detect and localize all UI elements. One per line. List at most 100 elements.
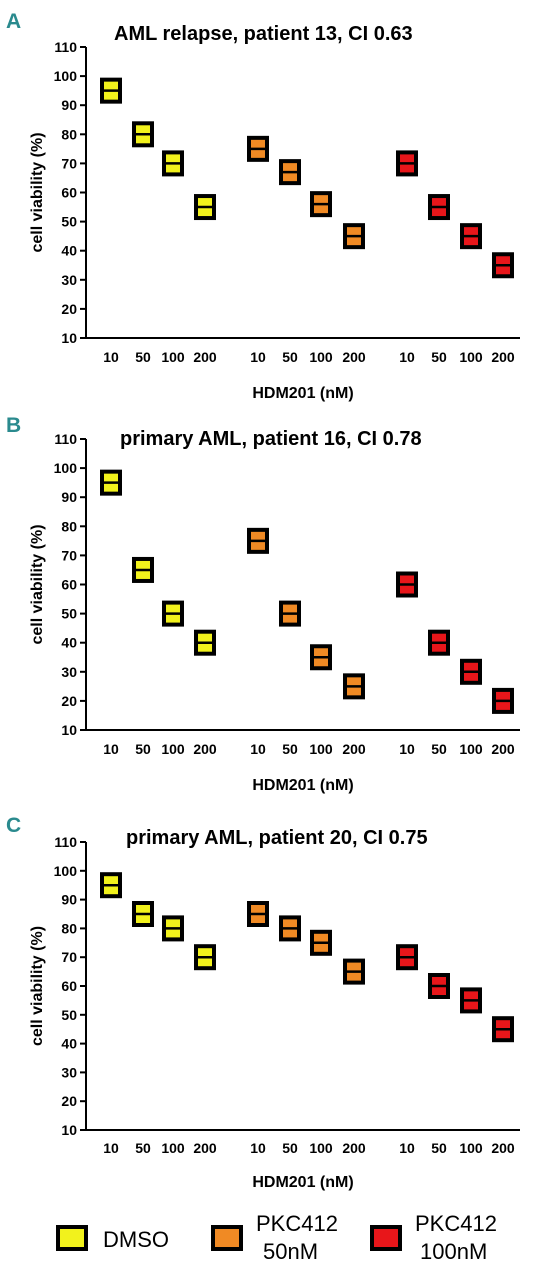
legend: DMSO PKC412 50nM PKC412 100nM (56, 1211, 497, 1264)
y-tick-label: 60 (61, 185, 77, 201)
y-tick-label: 10 (61, 722, 77, 738)
legend-item-dmso: DMSO (56, 1225, 169, 1252)
data-point-pkc412-50nm (279, 915, 301, 942)
x-tick-label: 50 (135, 1140, 151, 1156)
x-tick-label: 10 (250, 741, 266, 757)
x-tick-label: 10 (399, 1140, 415, 1156)
x-tick-label: 100 (459, 349, 483, 365)
x-tick-label: 200 (491, 1140, 515, 1156)
x-tick-label: 200 (491, 349, 515, 365)
data-point-dmso (132, 121, 154, 148)
x-axis-title: HDM201 (nM) (252, 777, 353, 794)
x-tick-label: 10 (103, 349, 119, 365)
y-tick-label: 40 (61, 1036, 77, 1052)
data-point-pkc412-100nm (428, 194, 450, 221)
data-point-dmso (100, 77, 122, 104)
x-tick-label: 100 (459, 1140, 483, 1156)
y-tick-label: 30 (61, 272, 77, 288)
x-tick-label: 10 (399, 349, 415, 365)
data-point-pkc412-50nm (343, 673, 365, 700)
data-point-pkc412-100nm (428, 629, 450, 656)
data-point-pkc412-50nm (310, 644, 332, 671)
x-tick-label: 200 (193, 741, 217, 757)
x-tick-label: 50 (135, 741, 151, 757)
x-tick-label: 100 (161, 741, 185, 757)
data-point-pkc412-50nm (247, 901, 269, 927)
x-tick-label: 200 (193, 1140, 217, 1156)
x-tick-label: 50 (431, 741, 447, 757)
y-tick-label: 100 (54, 460, 78, 476)
x-tick-label: 10 (103, 741, 119, 757)
y-tick-label: 20 (61, 1093, 77, 1109)
x-tick-label: 100 (309, 349, 333, 365)
data-point-dmso (162, 600, 184, 627)
x-tick-label: 10 (103, 1140, 119, 1156)
y-tick-label: 100 (54, 68, 78, 84)
legend-swatch-pkc412-100 (370, 1225, 402, 1251)
y-tick-label: 40 (61, 635, 77, 651)
panel-letter: C (6, 814, 21, 837)
y-tick-label: 30 (61, 664, 77, 680)
x-tick-label: 200 (342, 1140, 366, 1156)
data-point-pkc412-100nm (428, 973, 450, 999)
y-tick-label: 20 (61, 301, 77, 317)
y-tick-label: 80 (61, 920, 77, 936)
y-tick-label: 70 (61, 949, 77, 965)
legend-swatch-dmso (56, 1225, 88, 1251)
data-point-dmso (132, 901, 154, 927)
legend-label-pkc412-100-line2: 100nM (420, 1239, 487, 1264)
x-tick-label: 100 (161, 1140, 185, 1156)
legend-label-pkc412-100-line1: PKC412 (415, 1211, 497, 1236)
data-point-pkc412-50nm (310, 929, 332, 956)
data-point-pkc412-50nm (279, 159, 301, 186)
y-tick-label: 30 (61, 1064, 77, 1080)
x-tick-label: 50 (282, 1140, 298, 1156)
legend-item-pkc412-50: PKC412 50nM (211, 1211, 338, 1264)
data-point-pkc412-50nm (310, 191, 332, 218)
x-axis-title: HDM201 (nM) (252, 385, 353, 402)
y-tick-label: 70 (61, 155, 77, 171)
legend-label-pkc412-50-line2: 50nM (263, 1239, 318, 1264)
panel-letter: A (6, 10, 21, 33)
panel-letter: B (6, 414, 21, 437)
data-point-dmso (194, 194, 216, 221)
y-tick-label: 50 (61, 606, 77, 622)
x-tick-label: 200 (342, 741, 366, 757)
x-tick-label: 50 (135, 349, 151, 365)
y-tick-label: 80 (61, 518, 77, 534)
data-point-dmso (100, 469, 122, 496)
data-point-dmso (162, 150, 184, 177)
data-point-pkc412-100nm (460, 987, 482, 1014)
x-tick-label: 50 (431, 349, 447, 365)
y-tick-label: 50 (61, 1007, 77, 1023)
y-tick-label: 90 (61, 489, 77, 505)
y-tick-label: 70 (61, 547, 77, 563)
chart-title: AML relapse, patient 13, CI 0.63 (114, 23, 413, 45)
y-tick-label: 20 (61, 693, 77, 709)
y-tick-label: 90 (61, 892, 77, 908)
y-axis-title: cell viability (%) (29, 132, 46, 252)
data-point-dmso (194, 944, 216, 971)
y-axis-title: cell viability (%) (29, 524, 46, 644)
legend-label-pkc412-50-line1: PKC412 (256, 1211, 338, 1236)
data-point-dmso (194, 629, 216, 656)
data-point-pkc412-50nm (279, 600, 301, 627)
data-point-dmso (162, 915, 184, 942)
y-tick-label: 110 (54, 39, 77, 55)
x-tick-label: 50 (282, 349, 298, 365)
data-point-pkc412-100nm (492, 687, 514, 714)
x-tick-label: 100 (459, 741, 483, 757)
data-point-pkc412-100nm (396, 571, 418, 598)
x-tick-label: 50 (282, 741, 298, 757)
data-point-pkc412-100nm (492, 1016, 514, 1043)
y-tick-label: 60 (61, 978, 77, 994)
chart-title: primary AML, patient 16, CI 0.78 (120, 428, 422, 450)
y-tick-label: 110 (54, 431, 77, 447)
chart-title: primary AML, patient 20, CI 0.75 (126, 827, 428, 849)
x-tick-label: 200 (491, 741, 515, 757)
data-point-pkc412-100nm (396, 150, 418, 177)
data-point-pkc412-50nm (343, 223, 365, 250)
y-tick-label: 90 (61, 97, 77, 113)
